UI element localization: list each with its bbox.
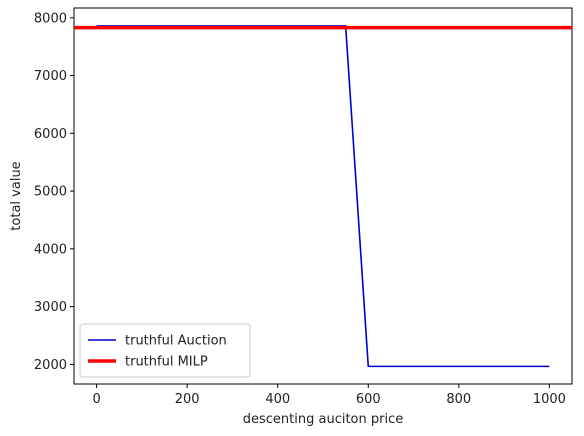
y-axis-label: total value	[9, 161, 24, 230]
y-tick-label-5: 7000	[34, 69, 67, 84]
x-tick-label-0: 0	[92, 392, 100, 407]
plot-frame	[73, 7, 573, 385]
x-axis-ticks: 0 200 400 600 800 1000	[92, 384, 566, 407]
y-tick-label-0: 2000	[34, 358, 67, 373]
plot-area	[73, 7, 573, 385]
legend-label-1: truthful MILP	[125, 355, 208, 370]
legend-box	[79, 323, 251, 378]
x-tick-label-4: 800	[446, 392, 471, 407]
y-tick-label-6: 8000	[34, 11, 67, 26]
x-tick-label-5: 1000	[533, 392, 566, 407]
x-axis-label: descenting auciton price	[243, 412, 403, 427]
y-tick-label-3: 5000	[34, 185, 67, 200]
series-layer	[74, 25, 572, 368]
y-axis-ticks: 2000 3000 4000 5000 6000 7000 8000	[34, 11, 74, 373]
y-tick-label-1: 3000	[34, 300, 67, 315]
y-tick-label-4: 6000	[34, 127, 67, 142]
x-tick-label-3: 600	[356, 392, 381, 407]
legend-label-0: truthful Auction	[125, 334, 227, 349]
x-tick-label-2: 400	[265, 392, 290, 407]
legend: truthful Auction truthful MILP	[79, 323, 251, 378]
y-tick-label-2: 4000	[34, 242, 67, 257]
x-tick-label-1: 200	[175, 392, 200, 407]
